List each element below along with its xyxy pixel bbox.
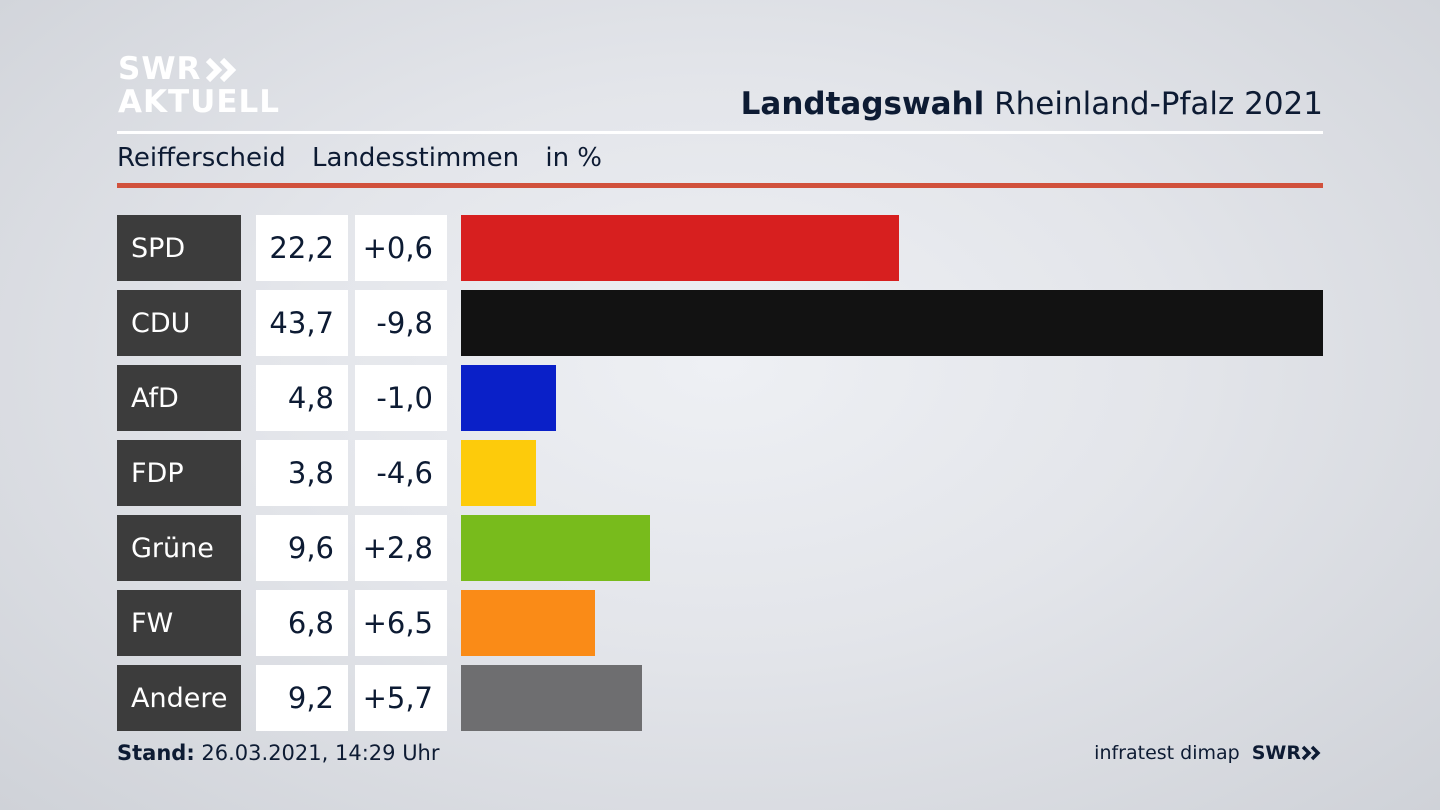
- party-label: AfD: [117, 365, 241, 431]
- metric-label: Landesstimmen: [312, 143, 520, 173]
- party-label: SPD: [117, 215, 241, 281]
- title-divider: [117, 131, 1323, 134]
- vote-share-bar: [461, 440, 536, 506]
- party-label: Grüne: [117, 515, 241, 581]
- party-label: FDP: [117, 440, 241, 506]
- vote-share-value: 4,8: [256, 365, 348, 431]
- vote-share-value: 9,2: [256, 665, 348, 731]
- change-value: -1,0: [355, 365, 447, 431]
- stand-label: Stand:: [117, 741, 195, 765]
- accent-divider: [117, 183, 1323, 188]
- change-value: -4,6: [355, 440, 447, 506]
- result-row: FDP 3,8 -4,6: [117, 440, 1323, 506]
- constituency-label: Reifferscheid: [117, 143, 286, 173]
- stand-value: 26.03.2021, 14:29 Uhr: [201, 741, 440, 765]
- vote-share-bar: [461, 365, 556, 431]
- party-label: CDU: [117, 290, 241, 356]
- title-rest: Rheinland-Pfalz 2021: [994, 86, 1323, 122]
- subtitle: Reifferscheid Landesstimmen in %: [117, 143, 620, 173]
- vote-share-value: 6,8: [256, 590, 348, 656]
- result-row: SPD 22,2 +0,6: [117, 215, 1323, 281]
- source-label: infratest dimap: [1094, 742, 1240, 764]
- change-value: +0,6: [355, 215, 447, 281]
- vote-share-bar: [461, 665, 642, 731]
- vote-share-bar: [461, 515, 650, 581]
- unit-label: in %: [545, 143, 603, 173]
- vote-share-bar: [461, 590, 595, 656]
- result-row: Grüne 9,6 +2,8: [117, 515, 1323, 581]
- result-row: Andere 9,2 +5,7: [117, 665, 1323, 731]
- change-value: +5,7: [355, 665, 447, 731]
- vote-share-value: 9,6: [256, 515, 348, 581]
- vote-share-value: 43,7: [256, 290, 348, 356]
- vote-share-bar: [461, 215, 899, 281]
- party-label: Andere: [117, 665, 241, 731]
- source-credit: infratest dimap SWR: [1094, 742, 1323, 764]
- vote-share-value: 3,8: [256, 440, 348, 506]
- double-chevron-icon: [206, 57, 237, 82]
- swr-small-logo: SWR: [1252, 742, 1323, 764]
- timestamp: Stand: 26.03.2021, 14:29 Uhr: [117, 741, 440, 765]
- double-chevron-small-icon: [1301, 745, 1321, 761]
- swr-small-text: SWR: [1251, 742, 1301, 764]
- swr-aktuell-logo: SWR AKTUELL: [118, 54, 280, 118]
- result-row: FW 6,8 +6,5: [117, 590, 1323, 656]
- logo-line-2: AKTUELL: [118, 84, 281, 120]
- vote-share-value: 22,2: [256, 215, 348, 281]
- logo-line-1: SWR: [118, 51, 202, 87]
- change-value: +6,5: [355, 590, 447, 656]
- title-bold: Landtagswahl: [740, 86, 985, 122]
- change-value: -9,8: [355, 290, 447, 356]
- party-label: FW: [117, 590, 241, 656]
- change-value: +2,8: [355, 515, 447, 581]
- page-title: Landtagswahl Rheinland-Pfalz 2021: [741, 86, 1323, 122]
- vote-share-bar: [461, 290, 1323, 356]
- result-row: CDU 43,7 -9,8: [117, 290, 1323, 356]
- result-row: AfD 4,8 -1,0: [117, 365, 1323, 431]
